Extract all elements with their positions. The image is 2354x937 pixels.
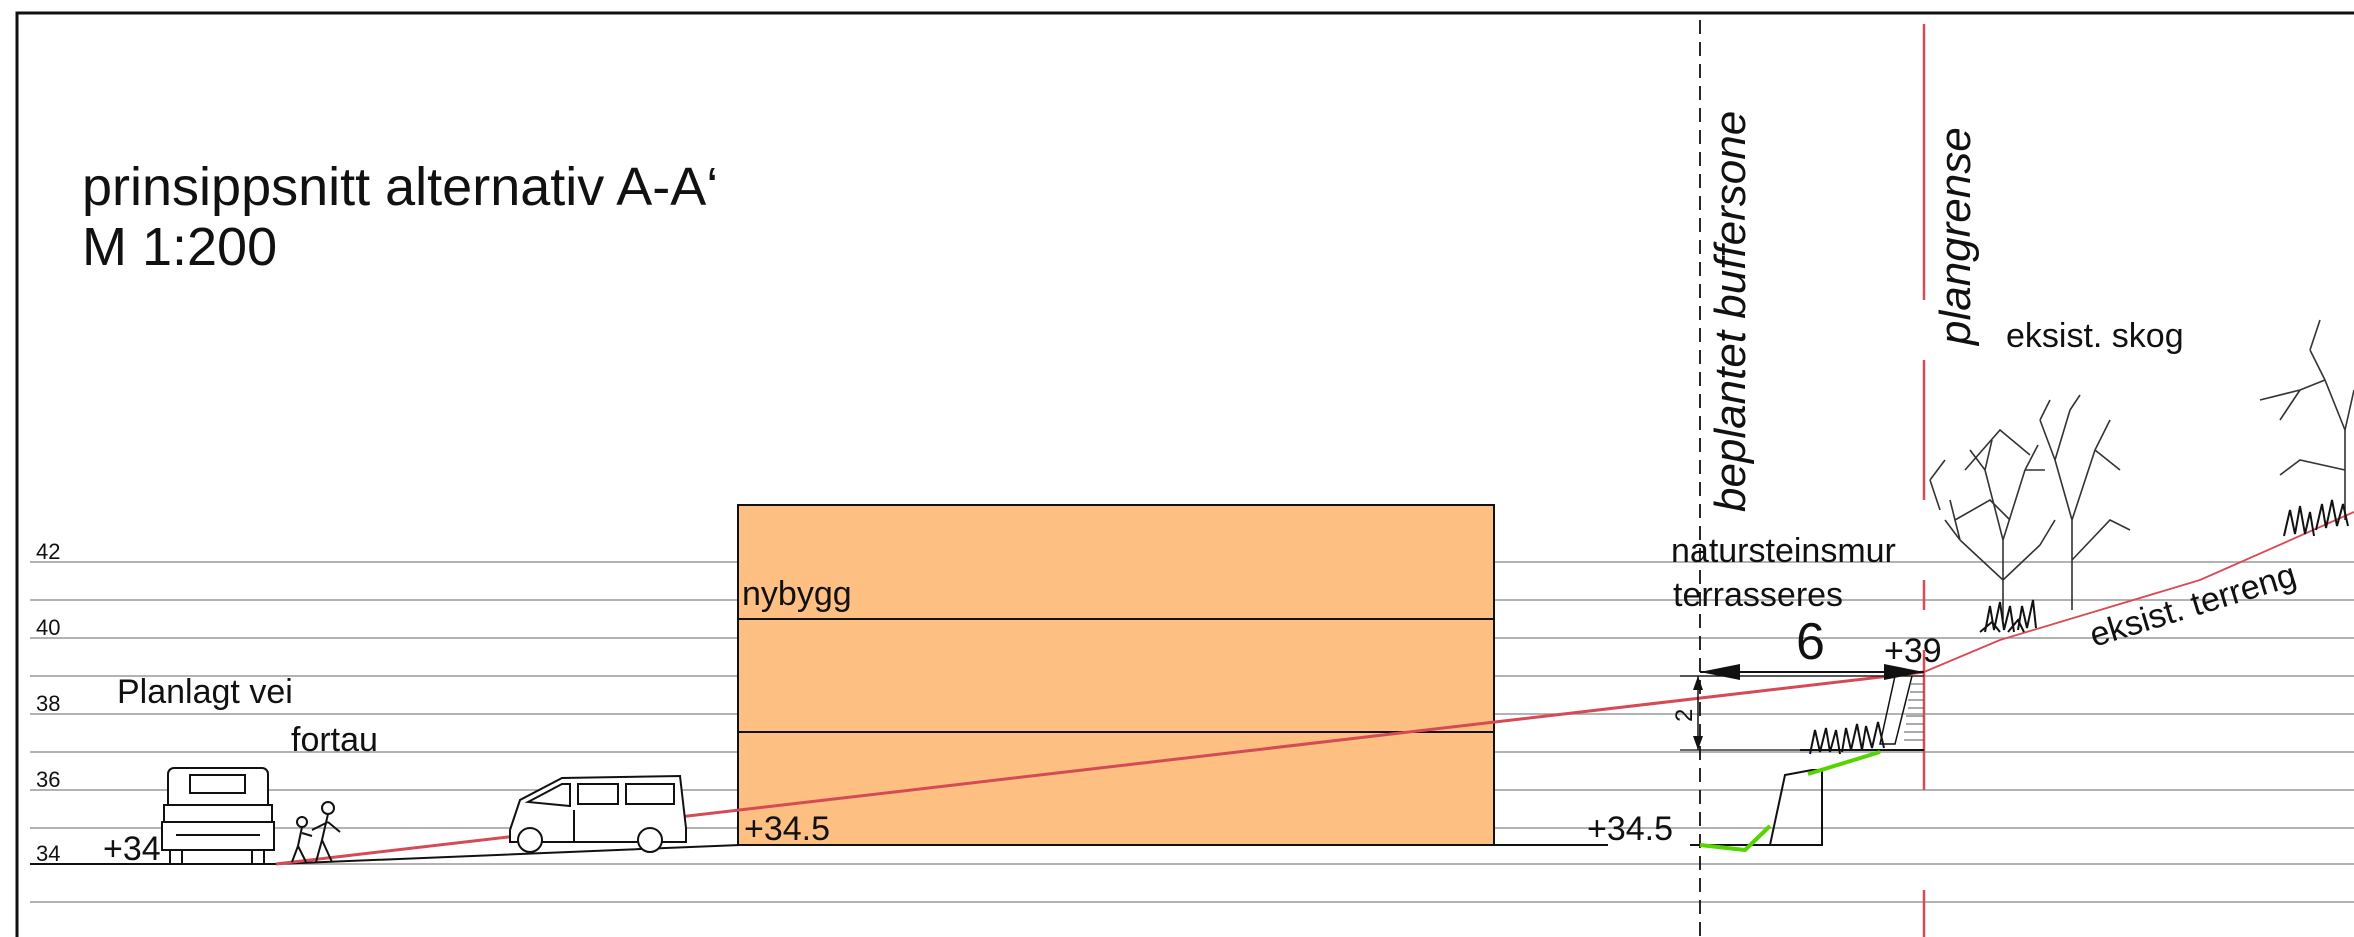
- tree-icon: [2259, 319, 2354, 520]
- shrub-icon: [1979, 599, 2037, 633]
- buffer-zone-label: beplantet buffersone: [1706, 111, 1755, 512]
- level-label: 40: [36, 615, 60, 640]
- buffer-floor-elevation: +34.5: [1587, 810, 1673, 848]
- shrub-icon: [2283, 499, 2349, 537]
- van-icon: [509, 774, 687, 853]
- building-label: nybygg: [742, 575, 852, 613]
- dimension-vertical-value: 2: [1671, 709, 1698, 722]
- sidewalk-label: fortau: [291, 721, 378, 759]
- wall-label-line1: natursteinsmur: [1671, 532, 1896, 570]
- building-block: [737, 504, 1495, 846]
- road-elevation: +34: [103, 830, 161, 868]
- building-floor-elevation: +34.5: [744, 810, 830, 848]
- planting-line: [1807, 750, 1881, 776]
- existing-forest-label: eksist. skog: [2006, 317, 2184, 355]
- truck-icon: [161, 767, 275, 865]
- top-of-wall-elevation: +39: [1884, 632, 1942, 670]
- level-label: 42: [36, 539, 60, 564]
- tree-icon: [1929, 394, 2131, 620]
- level-label: 36: [36, 767, 60, 792]
- drawing-title: prinsippsnitt alternativ A-A‘: [82, 157, 718, 217]
- wall-label-line2: terrasseres: [1673, 576, 1843, 614]
- planting-line: [1699, 824, 1772, 853]
- level-label: 34: [36, 841, 60, 866]
- level-labels: 42 40 38 36 34: [36, 539, 60, 866]
- level-label: 38: [36, 691, 60, 716]
- pedestrians-icon: [291, 801, 341, 863]
- building-rect: [737, 504, 1495, 846]
- dimension-horizontal-value: 6: [1796, 613, 1825, 671]
- existing-terrain-line: [1923, 511, 2354, 673]
- drawing-scale: M 1:200: [82, 217, 277, 277]
- plan-boundary-label: plangrense: [1931, 127, 1980, 347]
- drawing-frame: [15, 11, 2354, 937]
- shrub-icon: [1809, 721, 1885, 755]
- dimension-vertical: [1680, 675, 1924, 751]
- planned-road-label: Planlagt vei: [117, 673, 293, 711]
